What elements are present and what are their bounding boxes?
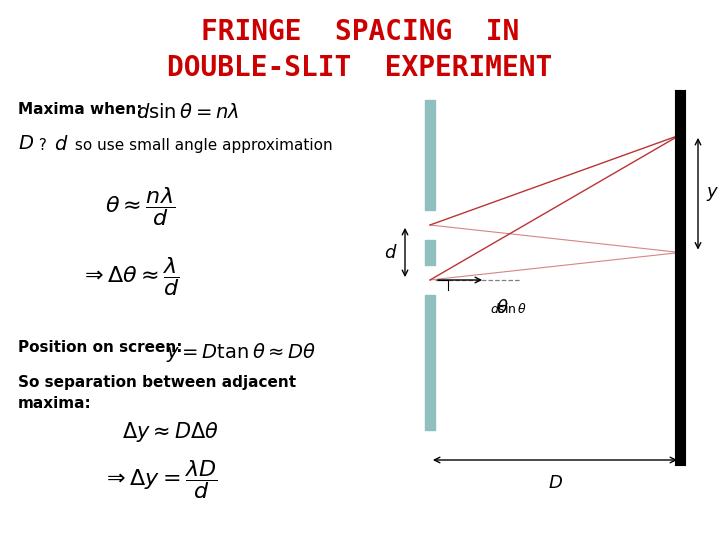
Text: $d$: $d$ <box>54 135 68 154</box>
Text: $d\sin\theta = n\lambda$: $d\sin\theta = n\lambda$ <box>136 103 239 122</box>
Text: $\Rightarrow \Delta\theta \approx \dfrac{\lambda}{d}$: $\Rightarrow \Delta\theta \approx \dfrac… <box>80 255 180 298</box>
Text: $D$: $D$ <box>547 474 562 492</box>
Text: $\theta \approx \dfrac{n\lambda}{d}$: $\theta \approx \dfrac{n\lambda}{d}$ <box>105 185 175 228</box>
Text: $y = D\tan\theta \approx D\theta$: $y = D\tan\theta \approx D\theta$ <box>166 341 317 364</box>
Text: ?: ? <box>34 138 57 153</box>
Text: $d\sin\theta$: $d\sin\theta$ <box>490 302 527 316</box>
Text: $\Delta y \approx D\Delta\theta$: $\Delta y \approx D\Delta\theta$ <box>122 420 218 444</box>
FancyBboxPatch shape <box>425 100 435 210</box>
Text: DOUBLE-SLIT  EXPERIMENT: DOUBLE-SLIT EXPERIMENT <box>167 54 553 82</box>
FancyBboxPatch shape <box>425 240 435 265</box>
Text: $d$: $d$ <box>384 244 397 261</box>
Text: Position on screen:: Position on screen: <box>18 340 182 355</box>
FancyBboxPatch shape <box>425 295 435 430</box>
Text: Maxima when:: Maxima when: <box>18 102 143 117</box>
Text: FRINGE  SPACING  IN: FRINGE SPACING IN <box>201 18 519 46</box>
Text: $\theta$: $\theta$ <box>495 299 508 317</box>
Text: maxima:: maxima: <box>18 396 91 411</box>
Text: $y$: $y$ <box>706 185 719 202</box>
Text: so use small angle approximation: so use small angle approximation <box>70 138 333 153</box>
Text: $\Rightarrow \Delta y = \dfrac{\lambda D}{d}$: $\Rightarrow \Delta y = \dfrac{\lambda D… <box>102 458 217 501</box>
Text: $D$: $D$ <box>18 135 34 153</box>
Text: So separation between adjacent: So separation between adjacent <box>18 375 296 390</box>
